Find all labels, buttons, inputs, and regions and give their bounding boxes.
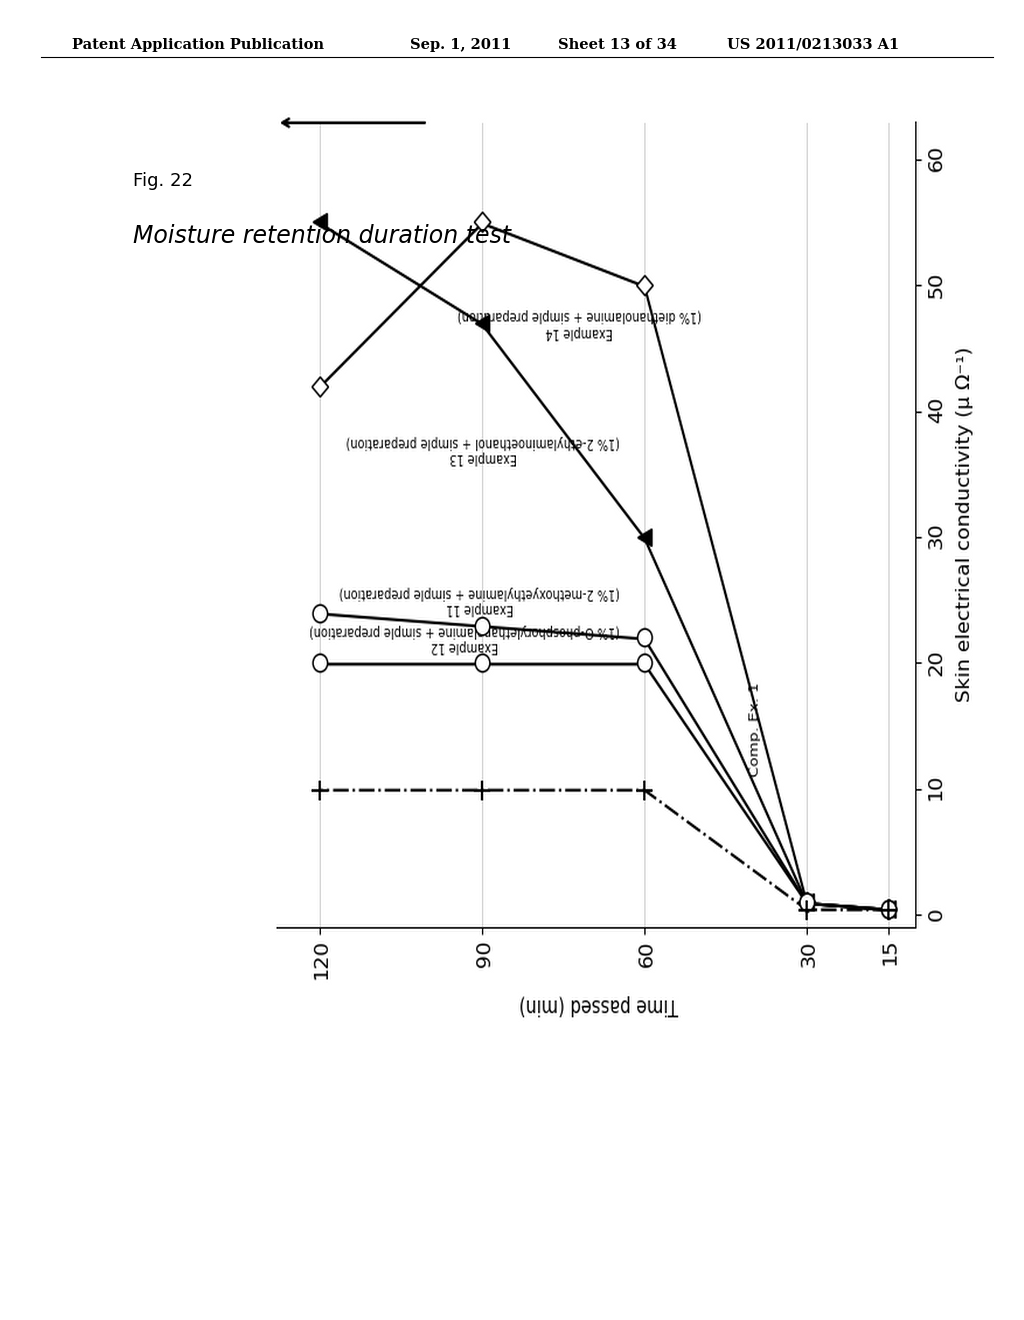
Text: Fig. 22: Fig. 22 xyxy=(133,172,194,190)
Text: Patent Application Publication: Patent Application Publication xyxy=(72,38,324,51)
Text: Moisture retention duration test: Moisture retention duration test xyxy=(133,224,511,248)
Text: Sep. 1, 2011: Sep. 1, 2011 xyxy=(410,38,511,51)
Text: Sheet 13 of 34: Sheet 13 of 34 xyxy=(558,38,677,51)
Text: US 2011/0213033 A1: US 2011/0213033 A1 xyxy=(727,38,899,51)
